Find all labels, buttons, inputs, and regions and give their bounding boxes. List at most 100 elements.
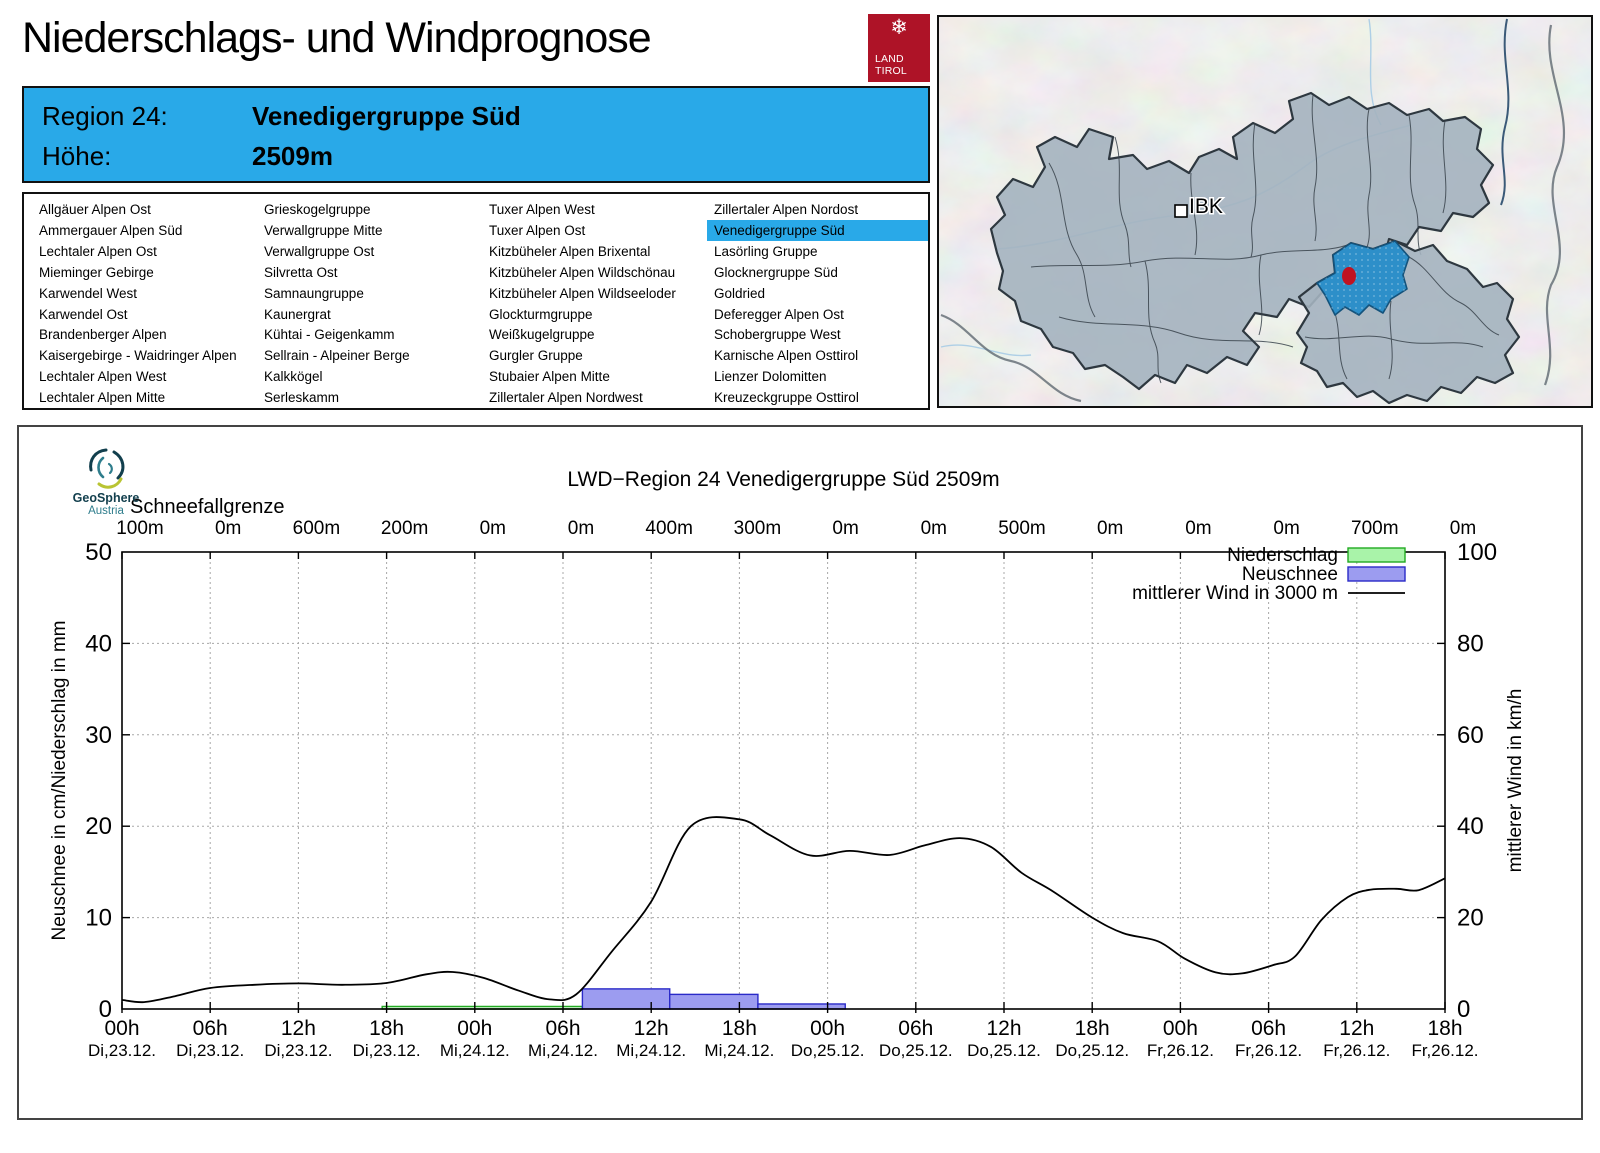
x-tick-date: Do,25.12. <box>879 1041 953 1060</box>
x-tick-time: 06h <box>1251 1017 1286 1040</box>
region-list-item[interactable]: Sellrain - Alpeiner Berge <box>264 348 410 364</box>
region-list-item[interactable]: Deferegger Alpen Ost <box>714 306 844 322</box>
x-tick-time: 00h <box>810 1017 845 1040</box>
forecast-chart: LWD−Region 24 Venedigergruppe Süd 2509m S… <box>49 468 1526 1060</box>
region-list-item[interactable]: Grieskogelgruppe <box>264 202 371 217</box>
region-list-item[interactable]: Karwendel West <box>39 285 138 301</box>
x-tick-date: Di,23.12. <box>88 1041 156 1060</box>
region-list-column-1: Allgäuer Alpen Ost Ammergauer Alpen Süd Le… <box>32 199 257 408</box>
y-left-tick: 30 <box>85 722 112 749</box>
snowflake-icon: ❄ <box>890 16 908 39</box>
region-list-item[interactable]: Kaisergebirge - Waidringer Alpen <box>39 348 237 364</box>
region-list-item[interactable]: Stubaier Alpen Mitte <box>489 369 610 385</box>
y-right-title: mittlerer Wind in km/h <box>1505 689 1526 873</box>
region-list-item[interactable]: Allgäuer Alpen Ost <box>39 202 151 217</box>
x-tick-time: 18h <box>1075 1017 1110 1040</box>
region-list-item[interactable]: Ammergauer Alpen Süd <box>39 222 183 238</box>
map-region-highlight[interactable] <box>1316 240 1410 316</box>
region-list-item[interactable]: Glockturmgruppe <box>489 306 593 322</box>
snowline-value: 500m <box>998 518 1046 539</box>
snowline-value: 0m <box>568 518 594 539</box>
station-dot <box>1342 267 1356 285</box>
region-list-item[interactable]: Verwallgruppe Ost <box>264 243 375 259</box>
snowline-value: 0m <box>832 518 858 539</box>
x-tick-date: Fr,26.12. <box>1411 1041 1478 1060</box>
region-list-item[interactable]: Zillertaler Alpen Nordost <box>714 202 859 217</box>
x-tick-time: 12h <box>634 1017 669 1040</box>
region-list-item[interactable]: Karnische Alpen Osttirol <box>714 348 859 364</box>
tirol-region-map[interactable]: IBK <box>937 15 1593 408</box>
ibk-label: IBK <box>1189 195 1223 218</box>
legend-label: mittlerer Wind in 3000 m <box>1132 583 1338 604</box>
snowline-value: 300m <box>734 518 782 539</box>
geosphere-logo-icon <box>89 448 125 489</box>
region-list-item[interactable]: Kalkkögel <box>264 369 323 385</box>
region-list-item[interactable]: Glocknergruppe Süd <box>714 264 838 280</box>
y-left-tick: 20 <box>85 813 112 840</box>
chart-gridlines <box>122 552 1445 1009</box>
region-list-item[interactable]: Kitzbüheler Alpen Brixental <box>489 243 651 259</box>
region-list-item[interactable]: Karwendel Ost <box>39 306 128 322</box>
x-tick-date: Di,23.12. <box>264 1041 332 1060</box>
map-regions-north-tirol <box>989 91 1495 391</box>
x-tick-time: 18h <box>722 1017 757 1040</box>
x-tick-date: Do,25.12. <box>791 1041 865 1060</box>
wind-line <box>121 816 1446 1004</box>
x-tick-date: Fr,26.12. <box>1235 1041 1302 1060</box>
x-tick-date: Do,25.12. <box>1055 1041 1129 1060</box>
region-list-item[interactable]: Verwallgruppe Mitte <box>264 222 383 238</box>
region-list-item[interactable]: Zillertaler Alpen Nordwest <box>489 390 643 406</box>
region-list-item[interactable]: Kitzbüheler Alpen Wildschönau <box>489 264 676 280</box>
legend-label: Neuschnee <box>1242 564 1338 585</box>
region-list-item[interactable]: Mieminger Gebirge <box>39 264 154 280</box>
region-list-item[interactable]: Silvretta Ost <box>264 264 338 280</box>
x-tick-date: Di,23.12. <box>353 1041 421 1060</box>
y-left-tick: 0 <box>99 996 112 1023</box>
region-list: Allgäuer Alpen Ost Ammergauer Alpen Süd Le… <box>22 192 930 410</box>
snowline-value: 700m <box>1351 518 1399 539</box>
region-list-item[interactable]: Gurgler Gruppe <box>489 348 583 364</box>
y-right-tick: 100 <box>1457 539 1497 566</box>
region-list-item[interactable]: Brandenberger Alpen <box>39 327 167 343</box>
region-list-item[interactable]: Tuxer Alpen West <box>489 202 595 217</box>
region-list-item[interactable]: Lasörling Gruppe <box>714 243 818 259</box>
y-right-tick: 40 <box>1457 813 1484 840</box>
snowline-value: 0m <box>215 518 241 539</box>
region-list-item[interactable]: Kitzbüheler Alpen Wildseeloder <box>489 285 676 301</box>
x-tick-time: 18h <box>1427 1017 1462 1040</box>
geosphere-name: GeoSphere <box>72 491 140 505</box>
region-list-item[interactable]: Tuxer Alpen Ost <box>489 222 586 238</box>
region-list-item-selected[interactable]: Venedigergruppe Süd <box>707 219 929 241</box>
snowline-value: 0m <box>1273 518 1299 539</box>
region-list-item[interactable]: Kreuzeckgruppe Osttirol <box>714 390 859 406</box>
map-svg: IBK <box>939 17 1591 406</box>
region-list-item[interactable]: Samnaungruppe <box>264 285 364 301</box>
region-list-item[interactable]: Lechtaler Alpen Ost <box>39 243 157 259</box>
x-tick-time: 12h <box>281 1017 316 1040</box>
region-list-item[interactable]: Kühtai - Geigenkamm <box>264 327 395 343</box>
logo-line-1: LAND <box>875 52 904 65</box>
region-list-item[interactable]: Serleskamm <box>264 390 340 406</box>
region-list-item[interactable]: Weißkugelgruppe <box>489 327 595 343</box>
x-tick-time: 12h <box>1339 1017 1374 1040</box>
neuschnee-bar <box>669 993 759 1010</box>
forecast-chart-panel: GeoSphere Austria LWD−Region 24 Venedige… <box>17 425 1583 1120</box>
region-list-item[interactable]: Schobergruppe West <box>714 327 841 343</box>
chart-title: LWD−Region 24 Venedigergruppe Süd 2509m <box>567 468 999 491</box>
region-list-item[interactable]: Lienzer Dolomitten <box>714 369 827 385</box>
region-list-item[interactable]: Lechtaler Alpen West <box>39 369 167 385</box>
x-tick-time: 00h <box>104 1017 139 1040</box>
snowline-value: 0m <box>1185 518 1211 539</box>
region-list-item[interactable]: Kaunergrat <box>264 306 331 322</box>
region-list-column-3: Tuxer Alpen West Tuxer Alpen Ost Kitzbühel… <box>482 199 707 408</box>
ibk-marker: IBK <box>1174 194 1224 220</box>
x-tick-time: 18h <box>369 1017 404 1040</box>
y-left-tick: 50 <box>85 539 112 566</box>
x-tick-date: Mi,24.12. <box>440 1041 510 1060</box>
x-tick-time: 00h <box>457 1017 492 1040</box>
region-list-item[interactable]: Lechtaler Alpen Mitte <box>39 390 166 406</box>
region-list-item[interactable]: Goldried <box>714 285 766 301</box>
legend-label: Niederschlag <box>1227 545 1338 566</box>
land-tirol-logo-text: LAND TIROL <box>875 53 907 77</box>
